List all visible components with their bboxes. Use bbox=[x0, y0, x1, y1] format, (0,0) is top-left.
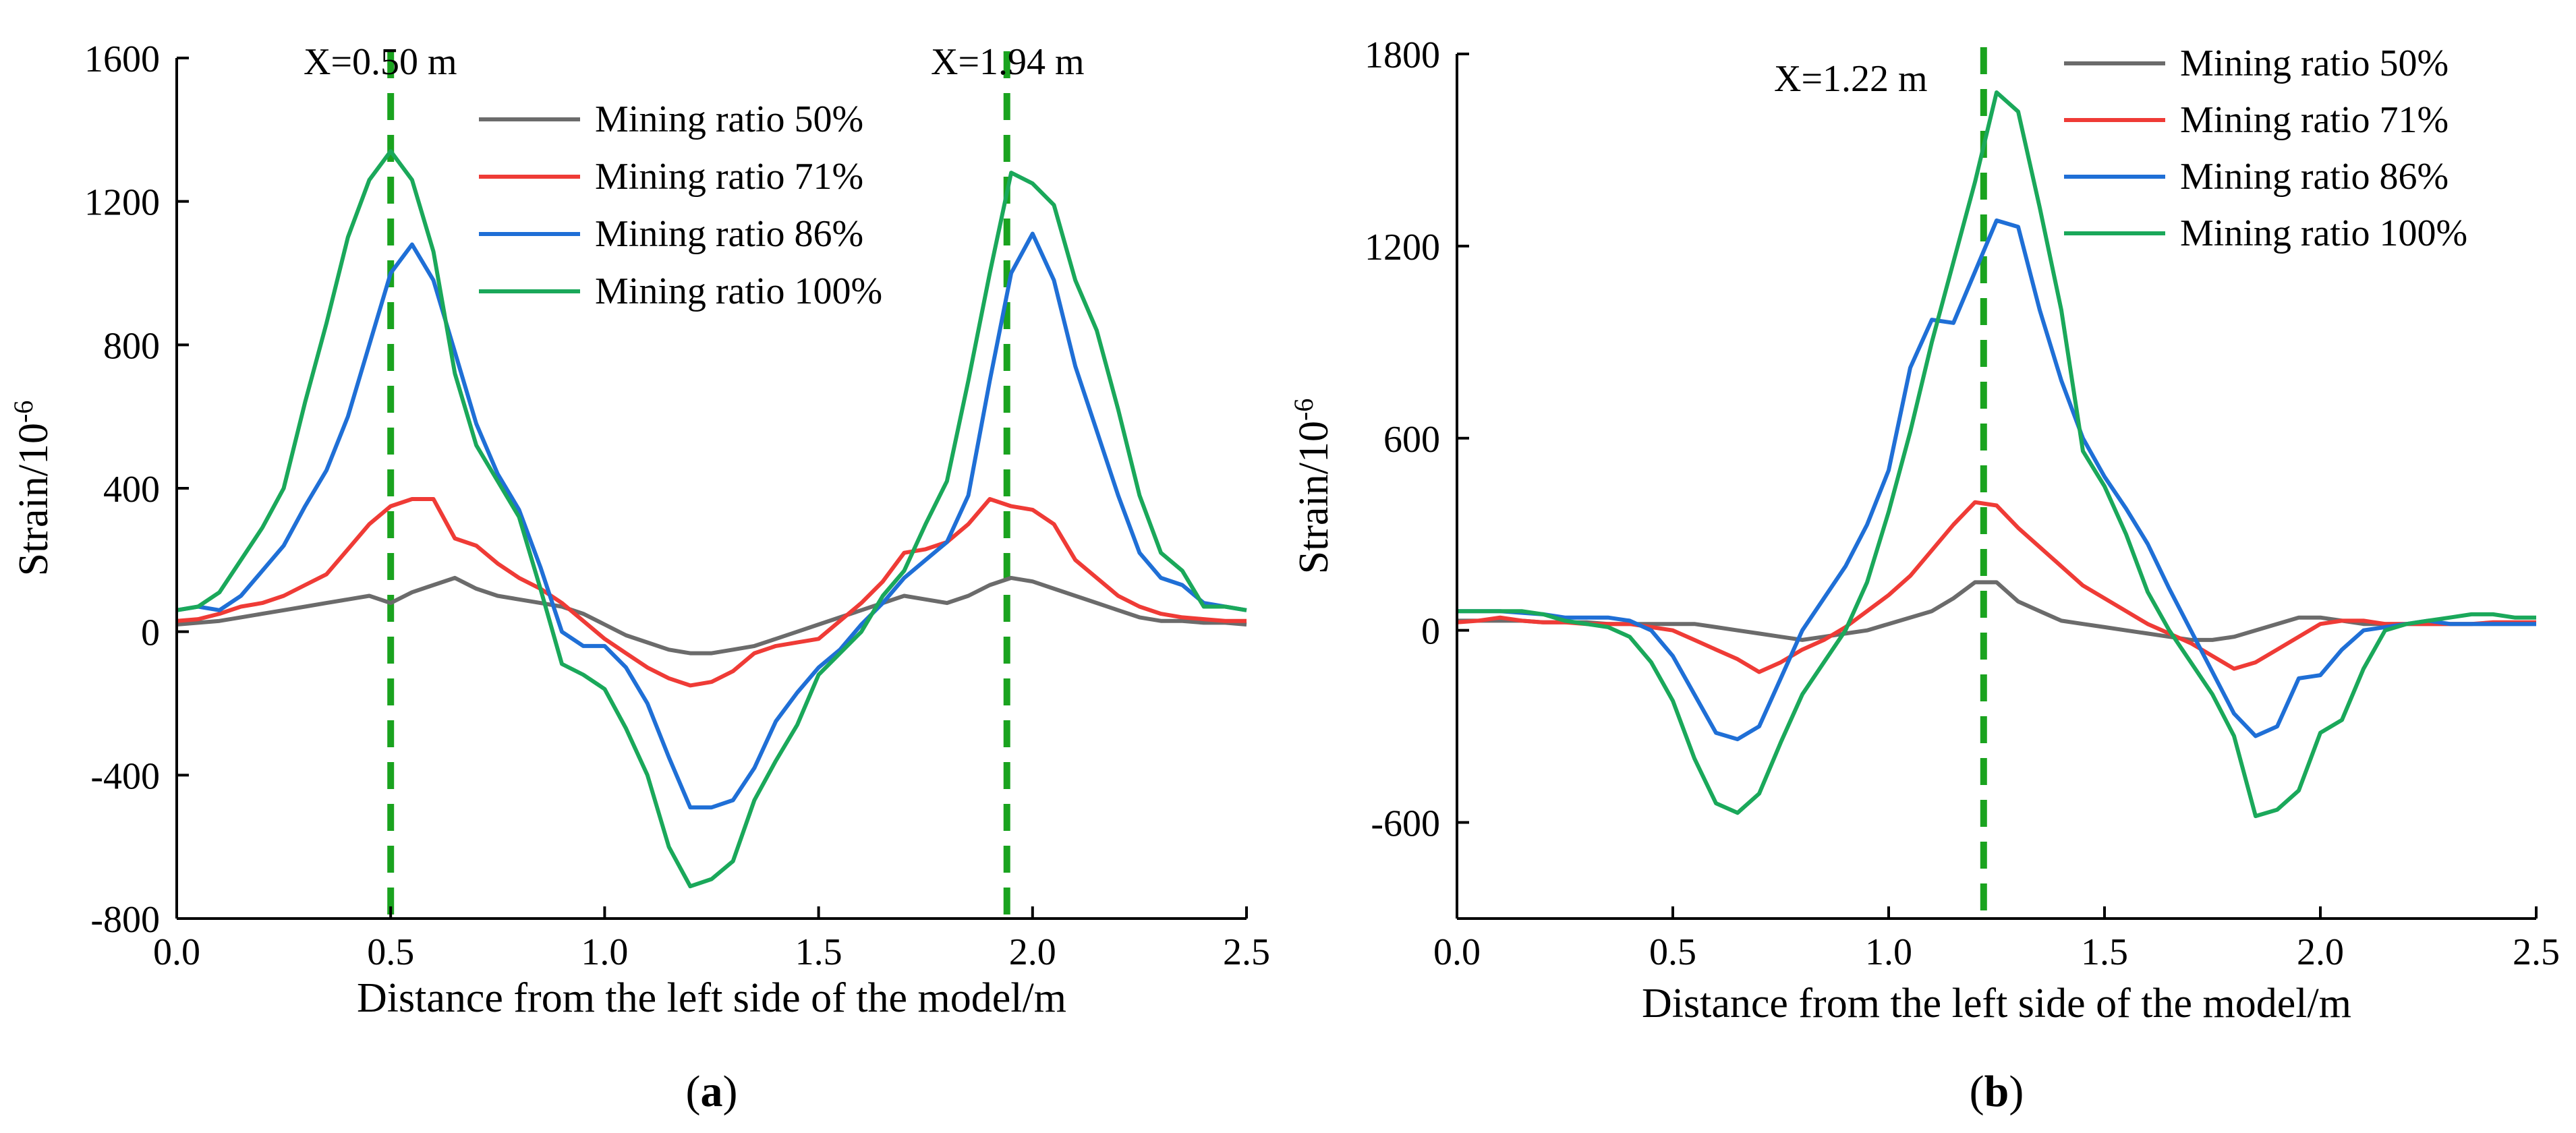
y-tick-label: 800 bbox=[103, 325, 160, 367]
y-tick-label: 1200 bbox=[84, 182, 160, 224]
legend-label: Mining ratio 50% bbox=[2180, 42, 2449, 84]
series-group bbox=[1456, 90, 2536, 819]
y-tick-label: 1200 bbox=[1365, 227, 1440, 268]
y-axis-label: Strain/10-6 bbox=[1288, 399, 1337, 575]
series-line-3 bbox=[176, 149, 1247, 889]
legend-label: Mining ratio 71% bbox=[2180, 99, 2449, 141]
y-tick-label: 600 bbox=[1383, 419, 1440, 461]
y-tick-label: 1600 bbox=[84, 38, 160, 80]
x-tick-label: 0.5 bbox=[1649, 931, 1696, 973]
legend-label: Mining ratio 86% bbox=[595, 213, 863, 255]
legend-label: Mining ratio 100% bbox=[595, 270, 882, 312]
tick-labels: 0.0 0.5 1.0 1.5 2.0 2.5 -800 -400 0 400 800 1200 160… bbox=[84, 38, 1270, 973]
x-tick-label: 0.5 bbox=[367, 931, 414, 973]
legend-label: Mining ratio 100% bbox=[2180, 212, 2467, 254]
x-axis-label: Distance from the left side of the model… bbox=[1642, 981, 2351, 1026]
x-tick-label: 2.5 bbox=[1223, 931, 1270, 973]
panel-label: (a) bbox=[686, 1067, 738, 1116]
y-tick-label: -800 bbox=[90, 899, 160, 941]
annotation-label: X=1.22 m bbox=[1774, 58, 1928, 100]
annotations: X=0.50 m X=1.94 m bbox=[304, 41, 1085, 83]
x-tick-label: 2.0 bbox=[2297, 931, 2344, 973]
legend: Mining ratio 50% Mining ratio 71% Mining r… bbox=[479, 98, 882, 312]
x-tick-label: 2.5 bbox=[2513, 931, 2560, 973]
series-group bbox=[176, 149, 1247, 889]
annotation-label: X=0.50 m bbox=[304, 41, 457, 83]
annotation-label: X=1.94 m bbox=[931, 41, 1085, 83]
legend: Mining ratio 50% Mining ratio 71% Mining r… bbox=[2064, 42, 2467, 254]
series-line-1 bbox=[176, 497, 1247, 688]
series-line-3 bbox=[1457, 90, 2536, 819]
legend-label: Mining ratio 86% bbox=[2180, 156, 2449, 198]
y-tick-label: 400 bbox=[103, 469, 160, 511]
series-line-2 bbox=[1457, 218, 2536, 742]
y-tick-label: 0 bbox=[141, 612, 160, 654]
y-tick-label: 0 bbox=[1421, 611, 1440, 653]
x-tick-label: 0.0 bbox=[1433, 931, 1481, 973]
x-tick-label: 1.0 bbox=[1865, 931, 1912, 973]
y-tick-label: -600 bbox=[1371, 803, 1440, 845]
legend-label: Mining ratio 71% bbox=[595, 156, 863, 198]
panel-label: (b) bbox=[1970, 1067, 2024, 1116]
x-tick-label: 0.0 bbox=[153, 931, 200, 973]
legend-label: Mining ratio 50% bbox=[595, 98, 863, 140]
x-tick-label: 1.5 bbox=[795, 931, 842, 973]
x-tick-label: 1.0 bbox=[581, 931, 628, 973]
series-line-2 bbox=[176, 231, 1247, 810]
panel-b: 0.0 0.5 1.0 1.5 2.0 2.5 -600 0 600 1200 1800 Dista… bbox=[1288, 34, 2560, 1116]
axes bbox=[1456, 53, 2538, 920]
y-tick-label: 1800 bbox=[1365, 34, 1440, 76]
x-tick-label: 2.0 bbox=[1009, 931, 1056, 973]
axes bbox=[175, 57, 1248, 920]
y-axis-label: Strain/10-6 bbox=[8, 401, 57, 577]
y-tick-label: -400 bbox=[90, 755, 160, 797]
tick-labels: 0.0 0.5 1.0 1.5 2.0 2.5 -600 0 600 1200 1800 bbox=[1365, 34, 2560, 973]
x-axis-label: Distance from the left side of the model… bbox=[357, 975, 1066, 1021]
panel-a: 0.0 0.5 1.0 1.5 2.0 2.5 -800 -400 0 400 800 1200 160… bbox=[8, 38, 1270, 1116]
x-tick-label: 1.5 bbox=[2081, 931, 2128, 973]
annotations: X=1.22 m bbox=[1774, 58, 1928, 100]
series-line-0 bbox=[176, 575, 1247, 656]
